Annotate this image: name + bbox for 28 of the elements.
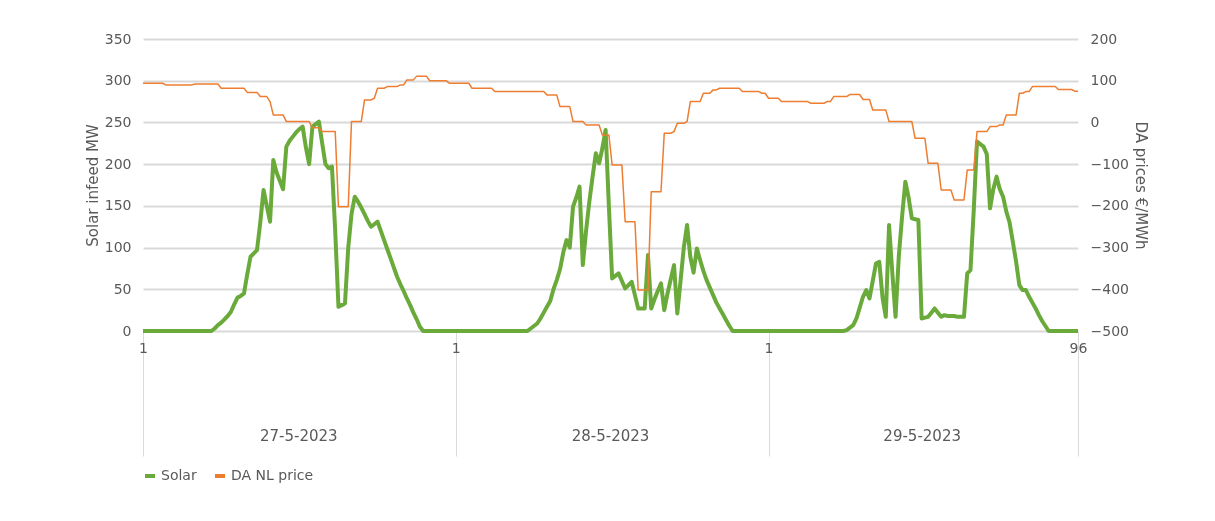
y-tick-label: 150 — [104, 197, 132, 214]
y2-tick-label: −500 — [1090, 322, 1129, 339]
text: 27-5-2023 — [260, 427, 338, 445]
text: 28-5-2023 — [571, 427, 650, 445]
x-tick-label: 1 — [764, 339, 774, 356]
y-tick-label: 200 — [104, 155, 132, 172]
y-tick-label: 350 — [104, 30, 132, 47]
y2-axis-title: DA prices €/MWh — [1131, 121, 1150, 250]
y2-tick-label: −200 — [1090, 197, 1129, 214]
x-tick-label: 96 — [1069, 339, 1088, 356]
y2-tick-label: −100 — [1090, 155, 1129, 172]
y2-tick-label: 100 — [1090, 72, 1118, 89]
legend-label: DA NL price — [231, 467, 314, 483]
x-tick-label: 1 — [139, 339, 148, 356]
y-tick-label: 50 — [113, 280, 132, 297]
legend-label: Solar — [161, 467, 197, 483]
y2-tick-label: 0 — [1090, 113, 1100, 130]
y-axis-title: Solar infeed MW — [83, 124, 102, 247]
line-series — [142, 75, 1079, 291]
text: 29-5-2023 — [883, 427, 961, 445]
y-tick-label: 250 — [104, 113, 132, 130]
y-tick-label: 0 — [122, 322, 132, 339]
y-tick-label: 300 — [104, 72, 132, 89]
y2-tick-label: 200 — [1090, 30, 1118, 47]
y-tick-label: 100 — [104, 239, 132, 256]
y2-tick-label: −300 — [1090, 239, 1129, 256]
y2-tick-label: −400 — [1090, 280, 1129, 297]
x-tick-label: 1 — [451, 339, 461, 356]
